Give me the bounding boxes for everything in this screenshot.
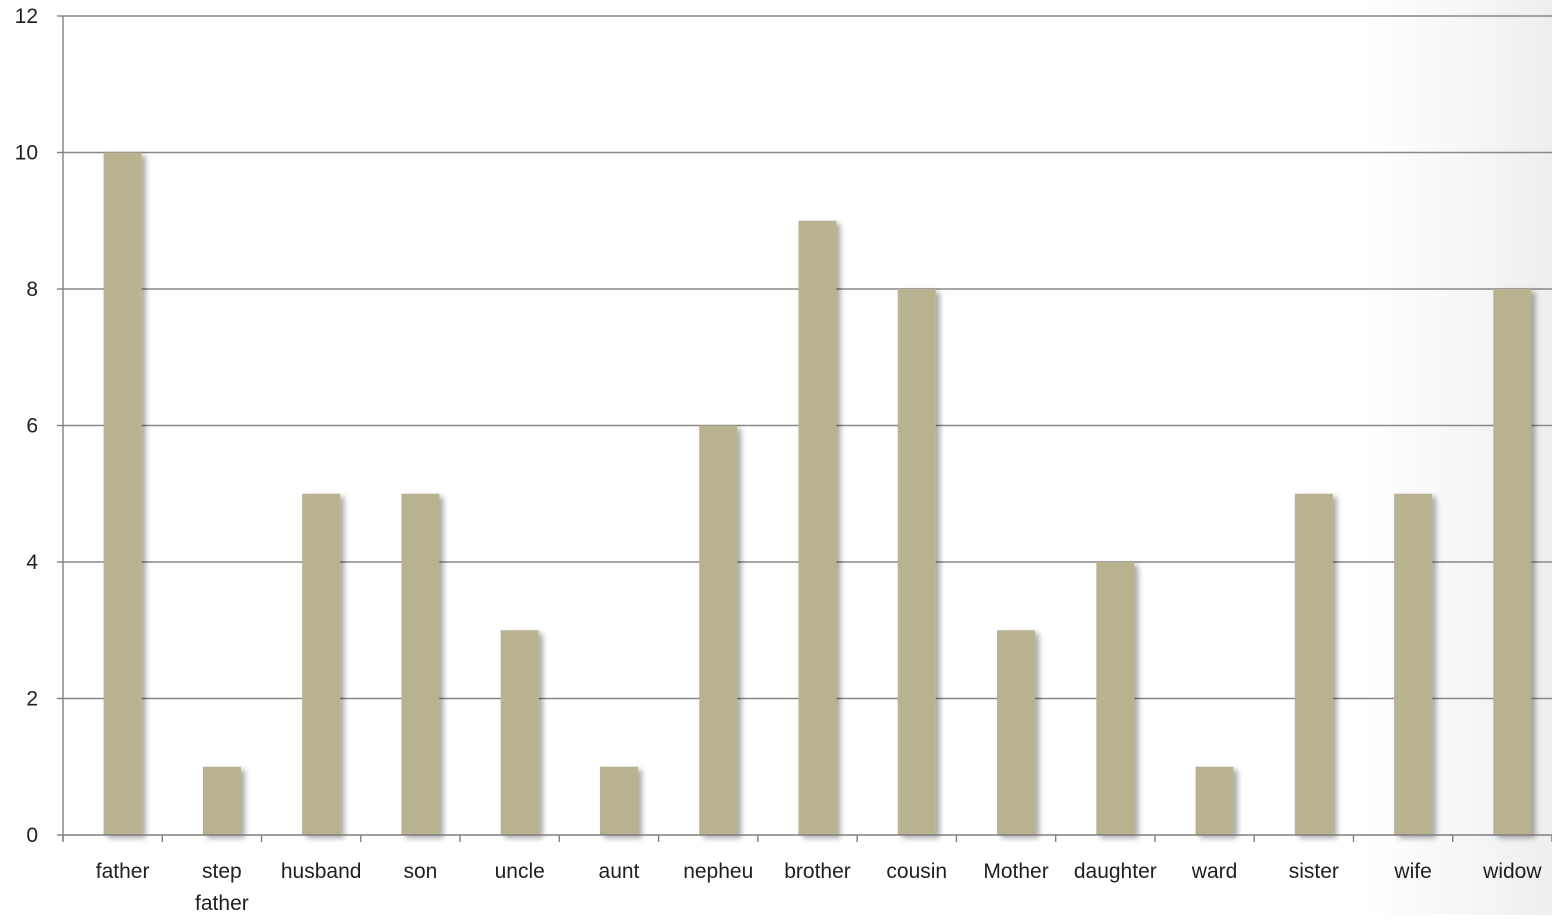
- bar-wife: [1394, 493, 1433, 835]
- x-tick-label: cousin: [886, 860, 947, 883]
- bar-widow: [1493, 289, 1532, 835]
- y-tick-label: 0: [26, 824, 38, 847]
- y-tick-label: 12: [15, 5, 38, 28]
- axes: [57, 15, 1552, 842]
- x-tick-label: widow: [1482, 860, 1542, 883]
- bar-aunt: [599, 766, 638, 835]
- bar-ward: [1195, 766, 1234, 835]
- x-tick-label: daughter: [1074, 860, 1157, 883]
- bar-uncle: [500, 630, 539, 835]
- y-tick-label: 10: [15, 142, 38, 165]
- x-tick-label: sister: [1289, 860, 1339, 883]
- y-tick-label: 2: [26, 688, 38, 711]
- bar-daughter: [1096, 562, 1135, 835]
- bar-brother: [798, 220, 837, 835]
- bar-husband: [302, 493, 341, 835]
- bar-cousin: [897, 289, 936, 835]
- x-tick-label: wife: [1393, 860, 1431, 883]
- x-tick-label: uncle: [495, 860, 545, 883]
- x-tick-label: husband: [281, 860, 362, 883]
- y-tick-label: 8: [26, 278, 38, 301]
- bars: [103, 152, 1532, 835]
- x-tick-label: nepheu: [683, 860, 753, 883]
- bar-sister: [1294, 493, 1333, 835]
- x-tick-label: son: [404, 860, 438, 883]
- tick-labels: 0 2 4 6 8 10 12 father step father husband son uncle…: [15, 5, 1543, 915]
- bar-mother: [997, 630, 1036, 835]
- bar-father: [103, 152, 142, 835]
- x-tick-label: ward: [1191, 860, 1238, 883]
- y-tick-label: 6: [26, 415, 38, 438]
- x-tick-label: aunt: [599, 860, 640, 883]
- x-tick-label: father: [96, 860, 150, 883]
- y-tick-label: 4: [26, 551, 38, 574]
- x-tick-label: step father: [195, 860, 249, 915]
- bar-nepheu: [699, 425, 738, 835]
- x-tick-label: brother: [784, 860, 851, 883]
- bar-step-father: [202, 766, 241, 835]
- x-tick-label: Mother: [983, 860, 1048, 883]
- bar-son: [401, 493, 440, 835]
